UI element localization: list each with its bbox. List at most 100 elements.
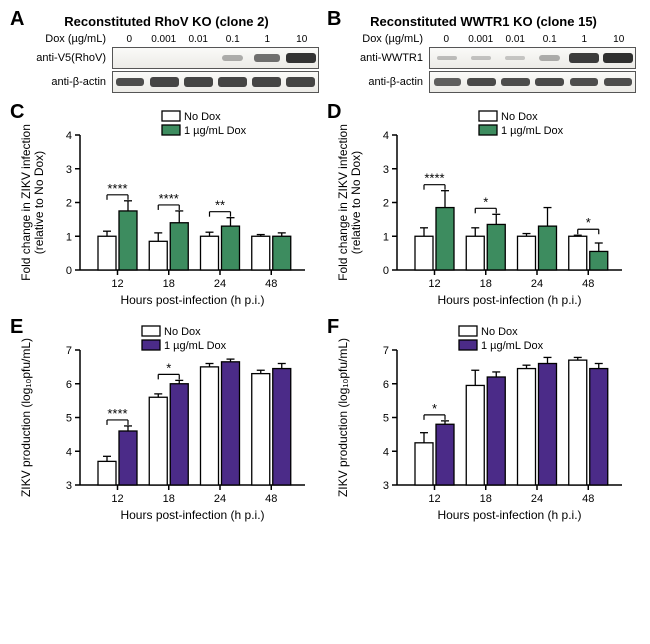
svg-text:18: 18 [480, 278, 492, 290]
blot-lane [464, 72, 498, 92]
svg-text:3: 3 [66, 164, 72, 176]
blot-band [604, 78, 632, 87]
svg-text:4: 4 [383, 446, 389, 458]
svg-text:Hours post-infection (h p.i.): Hours post-infection (h p.i.) [120, 508, 264, 522]
panel-C: C 01234Fold change in ZIKV infection(rel… [8, 101, 325, 316]
blot-band [570, 78, 598, 87]
svg-text:24: 24 [214, 493, 226, 505]
dox-row-A: Dox (µg/mL) 00.0010.010.1110 [14, 33, 319, 45]
blot-band [434, 78, 461, 86]
blot-strip [429, 47, 636, 69]
blot-strip [112, 47, 319, 69]
svg-text:****: **** [424, 171, 444, 186]
blot-lane [284, 48, 318, 68]
svg-text:7: 7 [66, 345, 72, 357]
panel-D: D 01234Fold change in ZIKV infection(rel… [325, 101, 642, 316]
blot-grid-A: anti-V5(RhoV)anti-β-actin [14, 47, 319, 93]
dox-value: 1 [567, 34, 601, 45]
chart-C: 01234Fold change in ZIKV infection(relat… [12, 105, 322, 310]
svg-text:4: 4 [66, 446, 72, 458]
row-CD: C 01234Fold change in ZIKV infection(rel… [8, 101, 642, 316]
svg-text:3: 3 [383, 480, 389, 492]
blot-lane [181, 48, 215, 68]
svg-text:No Dox: No Dox [184, 111, 221, 123]
blot-title-A: Reconstituted RhoV KO (clone 2) [14, 14, 319, 29]
dox-value: 1 [250, 34, 284, 45]
svg-text:****: **** [107, 406, 127, 421]
svg-text:0: 0 [66, 265, 72, 277]
blot-lane [430, 72, 464, 92]
svg-text:18: 18 [480, 493, 492, 505]
blot-band [569, 53, 599, 62]
blot-strip [429, 71, 636, 93]
dox-label-A: Dox (µg/mL) [32, 33, 112, 45]
blot-lane [216, 48, 250, 68]
svg-text:Fold change in ZIKV infection: Fold change in ZIKV infection [19, 124, 33, 281]
blot-lane [250, 72, 284, 92]
svg-text:18: 18 [163, 278, 175, 290]
row-EF: E 34567ZIKV production (log₁₀pfu/mL)1218… [8, 316, 642, 531]
svg-text:1 µg/mL Dox: 1 µg/mL Dox [501, 125, 564, 137]
blot-band [603, 53, 634, 63]
blot-lane [113, 72, 147, 92]
svg-text:*: * [586, 215, 591, 230]
blot-lane [216, 72, 250, 92]
blot-band [222, 55, 244, 61]
dox-value: 0.1 [216, 34, 250, 45]
blot-row-label: anti-WWTR1 [349, 52, 429, 64]
blot-lane [430, 48, 464, 68]
blot-row-label: anti-β-actin [32, 76, 112, 88]
svg-text:12: 12 [428, 278, 440, 290]
blot-band [252, 77, 281, 86]
svg-text:12: 12 [428, 493, 440, 505]
blot-band [254, 54, 280, 62]
row-blots: A Reconstituted RhoV KO (clone 2) Dox (µ… [8, 8, 642, 101]
blot-grid-B: anti-WWTR1anti-β-actin [331, 47, 636, 93]
svg-text:48: 48 [265, 278, 277, 290]
svg-text:Hours post-infection (h p.i.): Hours post-infection (h p.i.) [120, 293, 264, 307]
blot-band [535, 78, 564, 87]
svg-text:1: 1 [383, 231, 389, 243]
svg-text:*: * [166, 360, 171, 375]
dox-values-B: 00.0010.010.1110 [429, 34, 636, 45]
blot-lane [498, 48, 532, 68]
panel-B: B Reconstituted WWTR1 KO (clone 15) Dox … [325, 8, 642, 101]
panel-label-C: C [10, 101, 24, 124]
svg-text:Fold change in ZIKV infection: Fold change in ZIKV infection [336, 124, 350, 281]
blot-lane [181, 72, 215, 92]
dox-value: 0.01 [498, 34, 532, 45]
svg-text:Hours post-infection (h p.i.): Hours post-infection (h p.i.) [437, 293, 581, 307]
svg-text:48: 48 [582, 278, 594, 290]
panel-E: E 34567ZIKV production (log₁₀pfu/mL)1218… [8, 316, 325, 531]
blot-band [184, 77, 213, 86]
blot-lane [567, 72, 601, 92]
dox-value: 0 [112, 34, 146, 45]
svg-text:(relative to No Dox): (relative to No Dox) [32, 151, 46, 254]
blot-title-B: Reconstituted WWTR1 KO (clone 15) [331, 14, 636, 29]
svg-text:*: * [483, 194, 488, 209]
blot-lane [498, 72, 532, 92]
chart-D: 01234Fold change in ZIKV infection(relat… [329, 105, 639, 310]
blot-band [116, 78, 144, 87]
panel-label-E: E [10, 316, 23, 339]
svg-text:12: 12 [111, 278, 123, 290]
svg-text:3: 3 [66, 480, 72, 492]
svg-text:2: 2 [66, 198, 72, 210]
blot-strip [112, 71, 319, 93]
svg-text:1 µg/mL Dox: 1 µg/mL Dox [481, 340, 544, 352]
svg-text:3: 3 [383, 164, 389, 176]
blot-lane [284, 72, 318, 92]
blot-lane [533, 48, 567, 68]
svg-text:No Dox: No Dox [501, 111, 538, 123]
svg-text:****: **** [107, 181, 127, 196]
svg-text:1 µg/mL Dox: 1 µg/mL Dox [184, 125, 247, 137]
dox-label-B: Dox (µg/mL) [349, 33, 429, 45]
svg-text:24: 24 [531, 278, 543, 290]
svg-text:5: 5 [66, 413, 72, 425]
panel-label-B: B [327, 8, 341, 31]
blot-band [286, 77, 315, 86]
svg-text:4: 4 [383, 130, 389, 142]
svg-text:No Dox: No Dox [481, 326, 518, 338]
blot-lane [533, 72, 567, 92]
blot-band [539, 55, 561, 61]
